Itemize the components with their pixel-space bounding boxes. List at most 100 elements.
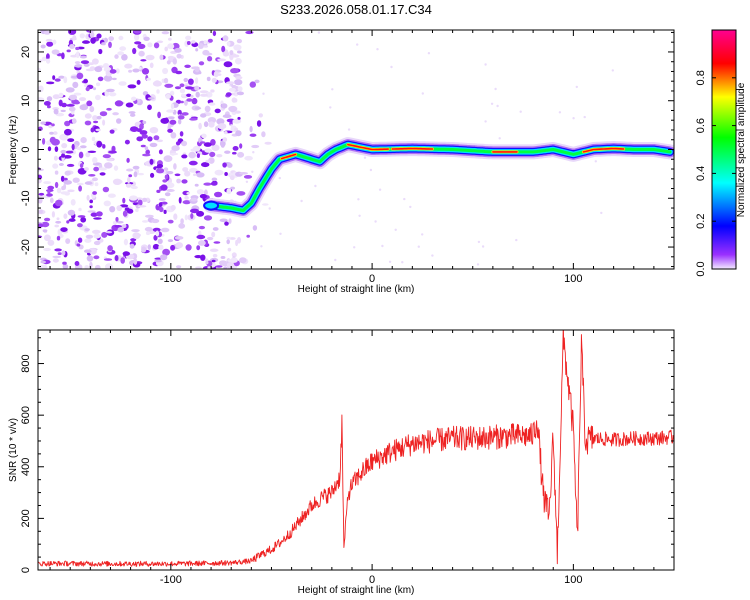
figure-title: S233.2026.058.01.17.C34 bbox=[280, 2, 432, 17]
noise-speckle bbox=[180, 218, 184, 225]
noise-speckle bbox=[103, 258, 113, 261]
noise-speckle bbox=[165, 94, 171, 99]
noise-speckle bbox=[124, 139, 130, 145]
noise-speckle bbox=[378, 188, 382, 191]
noise-speckle bbox=[203, 45, 209, 48]
noise-speckle bbox=[147, 136, 153, 142]
noise-speckle bbox=[106, 107, 112, 111]
noise-speckle bbox=[230, 186, 236, 190]
noise-speckle bbox=[200, 113, 207, 118]
noise-speckle bbox=[91, 136, 96, 142]
noise-speckle bbox=[84, 265, 89, 269]
noise-speckle bbox=[90, 37, 96, 44]
noise-speckle bbox=[149, 142, 158, 148]
noise-speckle bbox=[196, 153, 200, 159]
noise-speckle bbox=[114, 54, 119, 59]
noise-speckle bbox=[519, 110, 522, 113]
noise-speckle bbox=[198, 122, 202, 130]
snr-frame bbox=[37, 329, 675, 571]
noise-speckle bbox=[198, 43, 204, 49]
noise-speckle bbox=[40, 121, 46, 125]
noise-speckle bbox=[229, 237, 236, 240]
noise-speckle bbox=[42, 229, 48, 233]
noise-speckle bbox=[149, 127, 159, 134]
noise-speckle bbox=[203, 52, 213, 56]
noise-speckle bbox=[102, 144, 106, 149]
noise-speckle bbox=[68, 30, 77, 35]
noise-speckle bbox=[121, 224, 127, 229]
noise-speckle bbox=[156, 89, 160, 94]
noise-speckle bbox=[120, 257, 125, 264]
noise-speckle bbox=[260, 245, 263, 248]
noise-speckle bbox=[197, 230, 202, 236]
noise-speckle bbox=[249, 81, 256, 88]
noise-speckle bbox=[211, 77, 217, 83]
noise-speckle bbox=[157, 111, 162, 119]
frequency-ridge bbox=[203, 137, 674, 218]
noise-speckle bbox=[84, 113, 92, 119]
noise-speckle bbox=[130, 238, 137, 242]
noise-speckle bbox=[43, 101, 51, 106]
noise-speckle bbox=[190, 208, 199, 214]
noise-speckle bbox=[103, 37, 109, 43]
noise-speckle bbox=[221, 144, 225, 148]
noise-speckle bbox=[94, 182, 99, 187]
noise-speckle bbox=[66, 163, 75, 167]
noise-speckle bbox=[221, 45, 226, 53]
noise-speckle bbox=[232, 151, 237, 155]
noise-speckle bbox=[129, 243, 135, 249]
noise-speckle bbox=[40, 260, 46, 264]
noise-speckle bbox=[165, 182, 175, 189]
noise-speckle bbox=[145, 214, 154, 218]
noise-speckle bbox=[89, 205, 93, 209]
noise-speckle bbox=[127, 176, 131, 184]
noise-speckle bbox=[390, 65, 393, 69]
noise-speckle bbox=[211, 259, 216, 263]
noise-speckle bbox=[168, 37, 172, 41]
snr-line bbox=[38, 330, 674, 567]
noise-speckle bbox=[87, 210, 96, 213]
noise-speckle bbox=[245, 180, 249, 183]
noise-speckle bbox=[181, 154, 188, 159]
noise-speckle bbox=[222, 51, 230, 57]
noise-speckle bbox=[133, 34, 140, 41]
noise-speckle bbox=[49, 197, 54, 204]
noise-speckle bbox=[122, 251, 130, 256]
noise-speckle bbox=[109, 92, 117, 97]
noise-speckle bbox=[76, 146, 82, 151]
noise-speckle bbox=[208, 121, 215, 128]
noise-speckle bbox=[174, 173, 181, 177]
noise-speckle bbox=[74, 64, 83, 68]
noise-speckle bbox=[130, 185, 138, 190]
noise-speckle bbox=[329, 106, 332, 109]
noise-speckle bbox=[421, 92, 424, 95]
noise-speckle bbox=[79, 97, 86, 102]
noise-speckle bbox=[353, 246, 356, 249]
noise-speckle bbox=[212, 30, 217, 37]
noise-speckle bbox=[53, 108, 59, 115]
noise-speckle bbox=[128, 69, 133, 73]
noise-speckle bbox=[207, 38, 213, 43]
noise-speckle bbox=[83, 78, 88, 84]
noise-speckle bbox=[152, 243, 160, 250]
noise-speckle bbox=[92, 157, 98, 164]
noise-speckle bbox=[224, 131, 228, 135]
noise-speckle bbox=[126, 168, 134, 172]
noise-speckle bbox=[196, 172, 205, 178]
noise-speckle bbox=[47, 146, 52, 152]
noise-speckle bbox=[431, 254, 434, 257]
noise-speckle bbox=[227, 247, 232, 252]
noise-speckle bbox=[403, 197, 406, 201]
noise-speckle bbox=[176, 265, 182, 269]
noise-speckle bbox=[84, 181, 93, 185]
noise-speckle bbox=[69, 106, 76, 112]
noise-speckle bbox=[127, 84, 137, 89]
noise-speckle bbox=[185, 244, 192, 251]
colorbar-label: Normalized spectral amplitude bbox=[736, 82, 747, 217]
noise-speckle bbox=[93, 233, 101, 239]
noise-speckle bbox=[258, 113, 263, 118]
noise-speckle bbox=[228, 87, 236, 92]
noise-speckle bbox=[66, 104, 75, 107]
noise-speckle bbox=[183, 77, 189, 83]
